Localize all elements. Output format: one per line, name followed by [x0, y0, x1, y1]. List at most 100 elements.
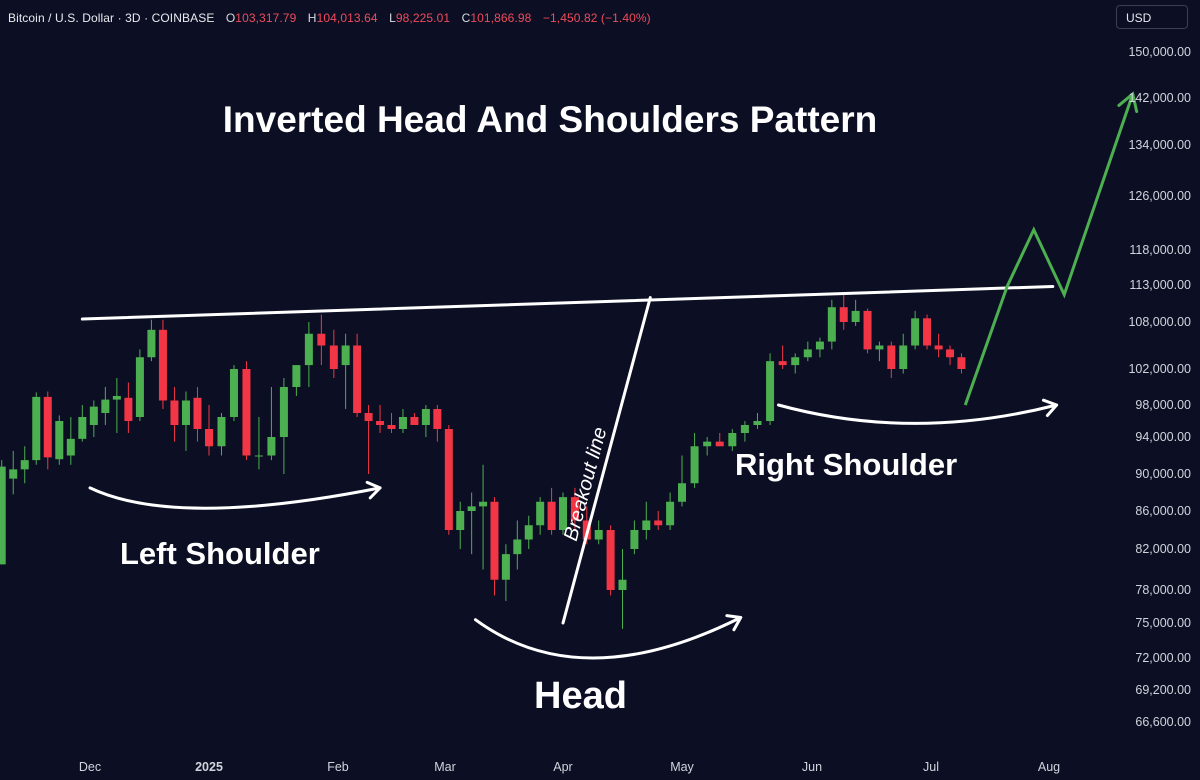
- candle: [279, 378, 288, 474]
- candle-body: [20, 460, 29, 470]
- candle: [911, 310, 920, 350]
- time-tick-label: Mar: [434, 760, 456, 774]
- candle-body: [851, 310, 860, 322]
- candle: [376, 405, 385, 433]
- right-shoulder-label: Right Shoulder: [735, 447, 958, 482]
- candle: [89, 400, 98, 437]
- time-axis[interactable]: Dec 2025 Feb Mar Apr May Jun Jul Aug: [79, 760, 1060, 774]
- candle-body: [353, 345, 362, 413]
- projection-path: [963, 93, 1135, 406]
- candle: [946, 345, 955, 366]
- candle-body: [410, 417, 419, 425]
- candle-body: [815, 341, 824, 350]
- candle-body: [863, 310, 872, 350]
- price-axis[interactable]: 150,000.00 142,000.00 134,000.00 126,000.00…: [1128, 45, 1191, 729]
- candle: [815, 337, 824, 358]
- candle: [957, 353, 966, 374]
- candle-body: [740, 425, 749, 433]
- candle-body: [827, 307, 836, 342]
- breakout-line-label: Breakout line: [560, 425, 611, 543]
- candle-body: [364, 413, 373, 421]
- symbol-header: Bitcoin / U.S. Dollar · 3D · COINBASE O 1…: [8, 11, 651, 25]
- candle: [490, 497, 499, 596]
- right-shoulder-arrow: [776, 403, 1059, 425]
- candle-body: [899, 345, 908, 369]
- candle: [559, 492, 567, 535]
- candle-body: [205, 429, 213, 447]
- open-label: O: [225, 11, 236, 25]
- candle: [55, 415, 64, 465]
- time-tick-label: May: [670, 760, 694, 774]
- candle-body: [839, 307, 848, 322]
- candle: [254, 417, 263, 470]
- left-shoulder-arrow: [88, 486, 382, 510]
- candle-body: [55, 421, 64, 460]
- time-tick-label: Dec: [79, 760, 101, 774]
- high-value: 104,013.64: [316, 11, 378, 25]
- candle: [456, 501, 465, 549]
- candle: [135, 349, 144, 421]
- price-tick-label: 82,000.00: [1135, 542, 1191, 556]
- candle: [536, 497, 545, 535]
- candle-body: [654, 520, 663, 526]
- candle-body: [181, 400, 190, 425]
- candle-body: [112, 396, 121, 400]
- change-value: −1,450.82 (−1.40%): [542, 11, 651, 25]
- candle: [791, 353, 800, 374]
- candle-body: [703, 441, 712, 447]
- candle-body: [911, 318, 920, 346]
- candle: [0, 460, 6, 565]
- candle-body: [66, 438, 75, 456]
- price-tick-label: 75,000.00: [1135, 616, 1191, 630]
- candle: [444, 425, 453, 535]
- price-tick-label: 142,000.00: [1128, 91, 1191, 105]
- candle-body: [304, 333, 313, 366]
- projection-arrowhead: [1117, 91, 1139, 114]
- candle-body: [715, 441, 724, 447]
- currency-button[interactable]: USD: [1116, 5, 1188, 29]
- close-value: 101,866.98: [470, 11, 532, 25]
- candle-body: [791, 357, 800, 366]
- candle-body: [766, 361, 775, 421]
- candle: [292, 365, 301, 396]
- candle: [875, 341, 884, 362]
- candle: [112, 378, 121, 433]
- candle: [32, 392, 41, 465]
- candle-body: [433, 409, 442, 429]
- head-arrow-head: [725, 614, 743, 632]
- candle-body: [78, 417, 87, 439]
- candle: [147, 319, 156, 362]
- candle-body: [376, 421, 385, 425]
- candle: [267, 387, 276, 461]
- candle: [20, 446, 29, 484]
- candle: [193, 387, 202, 442]
- candle: [547, 487, 556, 535]
- candle-body: [387, 425, 396, 429]
- left-shoulder-arrow-head: [365, 480, 382, 500]
- candle-body: [479, 501, 488, 507]
- candle-body: [217, 417, 226, 447]
- candle: [78, 405, 87, 442]
- candle: [66, 417, 75, 465]
- candle-body: [803, 349, 812, 358]
- candle: [690, 433, 699, 488]
- candle-body: [32, 396, 41, 461]
- chart-title: Inverted Head And Shoulders Pattern: [222, 99, 878, 140]
- price-tick-label: 118,000.00: [1129, 243, 1191, 257]
- symbol-name: Bitcoin / U.S. Dollar · 3D · COINBASE: [8, 11, 215, 25]
- candle: [630, 520, 639, 555]
- candle: [642, 501, 651, 540]
- candle-body: [524, 525, 533, 540]
- left-shoulder-label: Left Shoulder: [120, 536, 320, 571]
- candle-body: [490, 501, 499, 580]
- candle-body: [329, 345, 338, 369]
- candle: [158, 319, 167, 409]
- breakout-line: [561, 296, 652, 625]
- candle-body: [158, 329, 167, 401]
- price-tick-label: 102,000.00: [1128, 362, 1191, 376]
- candle: [827, 299, 836, 350]
- candle: [205, 405, 213, 456]
- candle-body: [147, 329, 156, 358]
- price-tick-label: 72,000.00: [1135, 651, 1191, 665]
